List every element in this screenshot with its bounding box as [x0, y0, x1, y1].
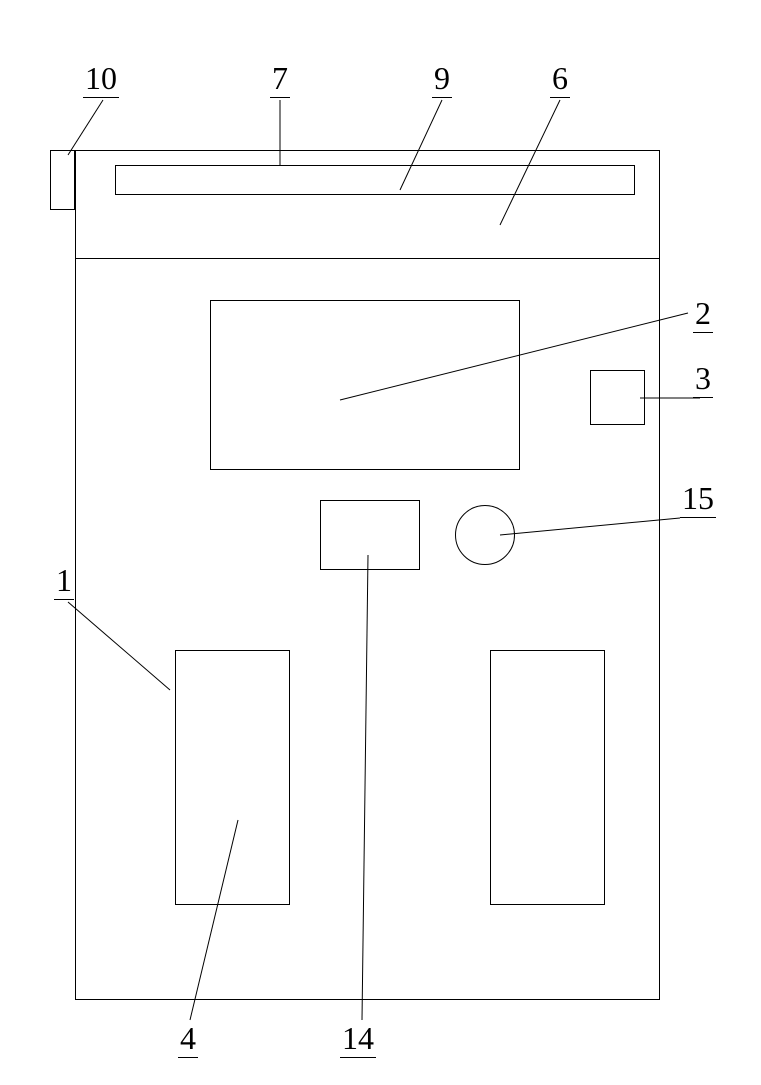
small-square	[590, 370, 645, 425]
label-10: 10	[83, 60, 119, 98]
door-left	[175, 650, 290, 905]
top-band-divider	[75, 258, 660, 259]
label-3: 3	[693, 360, 713, 398]
label-6: 6	[550, 60, 570, 98]
door-right	[490, 650, 605, 905]
label-14: 14	[340, 1020, 376, 1058]
label-7: 7	[270, 60, 290, 98]
center-button	[320, 500, 420, 570]
label-9: 9	[432, 60, 452, 98]
label-2: 2	[693, 295, 713, 333]
screen	[210, 300, 520, 470]
slot	[115, 165, 635, 195]
label-4: 4	[178, 1020, 198, 1058]
label-15: 15	[680, 480, 716, 518]
side-tab	[50, 150, 75, 210]
label-1: 1	[54, 562, 74, 600]
knob	[455, 505, 515, 565]
